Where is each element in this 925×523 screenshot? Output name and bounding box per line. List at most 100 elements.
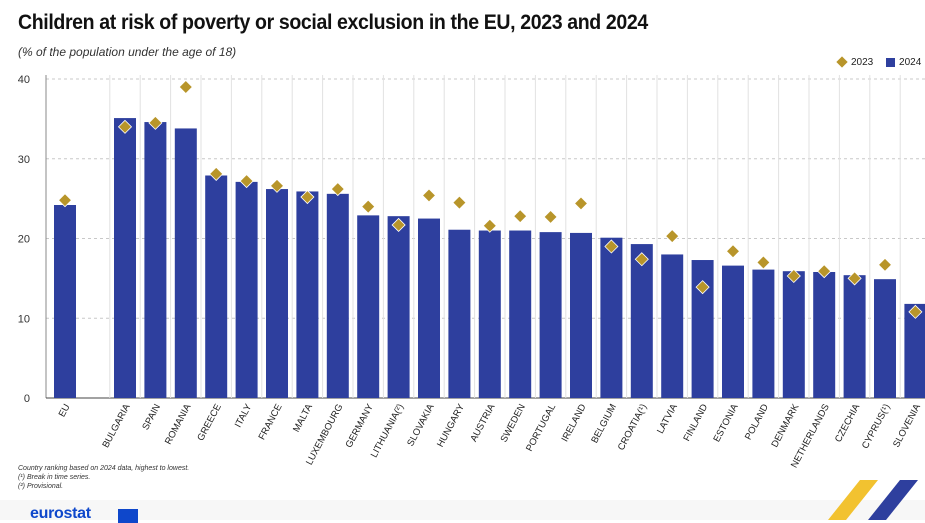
- legend-item-2024: 2024: [886, 57, 921, 68]
- note-ranking: Country ranking based on 2024 data, high…: [18, 465, 190, 472]
- marker-2023: [604, 239, 619, 254]
- marker-2023: [908, 304, 923, 319]
- note-break: (¹) Break in time series.: [18, 474, 91, 481]
- bar-2024: [205, 175, 228, 398]
- marker-2023: [877, 257, 893, 272]
- y-tick-label: 0: [24, 393, 30, 405]
- y-tick-label: 30: [18, 154, 30, 166]
- x-tick-label: LATVIA: [655, 402, 680, 436]
- x-tick-label: ITALY: [233, 402, 255, 430]
- x-tick-label: POLAND: [743, 402, 771, 442]
- marker-2023: [57, 193, 73, 208]
- bar-2024: [387, 216, 410, 398]
- x-tick-label: BELGIUM: [589, 402, 619, 445]
- x-tick-label: CROATIA(¹): [616, 402, 650, 452]
- marker-2023: [421, 188, 437, 203]
- bar-2024: [874, 279, 896, 398]
- x-tick-label: MALTA: [291, 402, 315, 434]
- bar-2024: [813, 271, 836, 398]
- bar-chart: 0 10 20 30 40 EU BULGARIA SPAIN ROMANIA GREECE ITA…: [18, 74, 925, 470]
- marker-2023: [482, 218, 497, 233]
- x-tick-label: CYPRUS(¹): [860, 402, 893, 451]
- y-tick-label: 10: [18, 313, 30, 325]
- marker-2023: [725, 244, 741, 259]
- marker-2023: [209, 166, 224, 181]
- bar-2024: [752, 269, 775, 398]
- x-tick-label: SPAIN: [140, 402, 163, 432]
- bar-2024: [266, 189, 288, 398]
- chart-notes: Country ranking based on 2024 data, high…: [18, 464, 189, 491]
- marker-2023: [665, 229, 680, 244]
- x-tick-label: FINLAND: [681, 402, 710, 443]
- chart-legend: 2023 2024: [836, 56, 925, 69]
- bar-2024: [904, 303, 925, 398]
- bar-2024: [357, 215, 380, 398]
- marker-2023: [117, 119, 133, 134]
- marker-2023: [543, 209, 558, 225]
- bar-2024: [570, 232, 592, 398]
- decorative-stripes-icon: [828, 480, 918, 520]
- x-tick-label: EU: [57, 402, 73, 419]
- legend-item-2023: 2023: [836, 56, 874, 69]
- x-tick-label: AUSTRIA: [468, 402, 497, 444]
- bar-2024: [144, 122, 167, 398]
- legend-square-icon: [886, 57, 896, 67]
- legend-label-2024: 2024: [899, 57, 922, 68]
- marker-2023: [148, 115, 163, 130]
- chart-title: Children at risk of poverty or social ex…: [18, 11, 648, 34]
- footer-band: [0, 500, 925, 520]
- x-tick-label: FRANCE: [257, 402, 285, 442]
- marker-2023: [513, 209, 528, 224]
- note-provisional: (²) Provisional.: [18, 483, 64, 490]
- x-tick-label: GREECE: [195, 402, 224, 443]
- marker-2023: [786, 268, 801, 284]
- bar-2024: [661, 254, 684, 398]
- bar-2024: [326, 193, 349, 398]
- marker-2023: [391, 217, 406, 233]
- x-tick-label: CZECHIA: [833, 402, 863, 445]
- marker-2023: [573, 196, 589, 211]
- bar-2024: [722, 265, 744, 398]
- bar-2024: [448, 229, 471, 398]
- bar-2024: [691, 260, 714, 398]
- chart-subtitle: (% of the population under the age of 18…: [18, 45, 237, 59]
- bar-2024: [54, 205, 76, 398]
- bar-2024: [843, 275, 866, 398]
- bar-2024: [539, 232, 562, 398]
- bar-2024: [478, 230, 501, 398]
- marker-2023: [330, 181, 345, 197]
- x-tick-label: ROMANIA: [163, 402, 194, 447]
- x-tick-label: SWEDEN: [499, 402, 528, 444]
- x-tick-label: SLOVAKIA: [405, 402, 437, 449]
- marker-2023: [695, 280, 710, 295]
- bar-2024: [782, 271, 805, 398]
- x-tick-label: PORTUGAL: [524, 402, 558, 453]
- bar-2024: [600, 237, 623, 398]
- eurostat-logo: eurostat: [30, 505, 91, 522]
- marker-2023: [452, 195, 467, 210]
- eu-flag-icon: [118, 509, 138, 523]
- marker-2023: [300, 189, 315, 205]
- bar-2024: [235, 181, 258, 398]
- marker-2023: [269, 178, 285, 193]
- x-tick-label: BULGARIA: [100, 402, 133, 450]
- marker-2023: [361, 199, 376, 214]
- x-tick-label: GERMANY: [344, 402, 377, 450]
- x-tick-label: IRELAND: [560, 402, 589, 444]
- x-tick-label: LITHUANIA(²): [369, 402, 406, 459]
- bar-2024: [114, 118, 136, 398]
- bar-2024: [630, 244, 653, 398]
- marker-2023: [817, 264, 832, 279]
- y-tick-label: 40: [18, 74, 30, 86]
- marker-2023: [239, 174, 254, 189]
- bar-2024: [418, 218, 440, 398]
- marker-2023: [178, 79, 193, 95]
- x-tick-label: HUNGARY: [435, 402, 467, 450]
- bar-2024: [174, 128, 197, 398]
- marker-2023: [634, 252, 649, 267]
- x-tick-label: DENMARK: [769, 402, 801, 450]
- x-tick-label: SLOVENIA: [891, 402, 923, 450]
- y-tick-label: 20: [18, 234, 30, 246]
- legend-label-2023: 2023: [851, 57, 874, 68]
- x-tick-label: ESTONIA: [711, 402, 741, 444]
